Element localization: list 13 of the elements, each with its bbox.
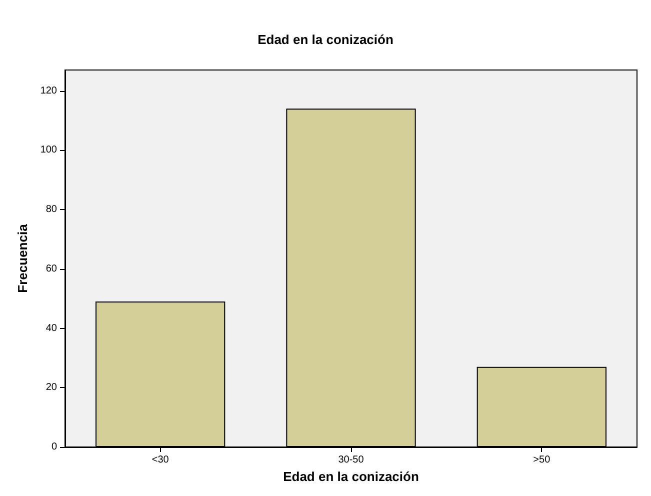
- x-tick-label: <30: [152, 454, 170, 466]
- y-tick-label: 120: [40, 85, 58, 96]
- y-tick-label: 20: [46, 382, 58, 394]
- y-axis-title: Frecuencia: [15, 223, 30, 293]
- x-axis-title: Edad en la conización: [283, 468, 419, 484]
- x-tick-label: 30-50: [338, 454, 364, 466]
- y-tick-label: 60: [46, 263, 58, 274]
- y-tick-label: 40: [46, 322, 58, 334]
- x-tick-label: >50: [533, 454, 551, 466]
- chart-title: Edad en la conización: [258, 32, 394, 47]
- y-tick-label: 100: [40, 144, 58, 156]
- y-tick-label: 80: [46, 204, 58, 216]
- y-tick-label: 0: [51, 442, 58, 452]
